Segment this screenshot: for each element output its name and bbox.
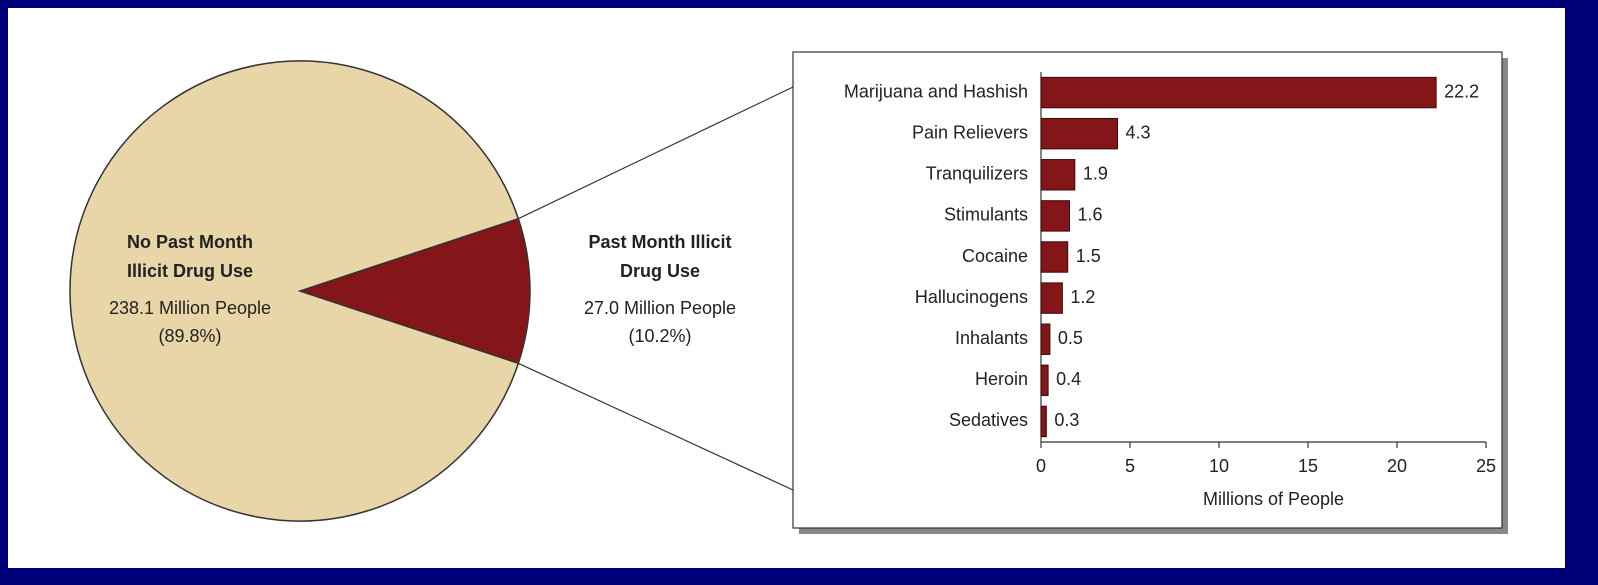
bar — [1040, 76, 1437, 109]
bar — [1040, 323, 1051, 355]
bar-box — [792, 51, 1503, 529]
y-tick-label: Heroin — [975, 369, 1028, 389]
y-tick-label: Inhalants — [955, 328, 1028, 348]
y-tick-label: Marijuana and Hashish — [844, 81, 1028, 101]
pie-slice — [297, 217, 531, 365]
bar — [1040, 117, 1119, 150]
x-tick-label: 0 — [1036, 456, 1046, 476]
y-tick-label: Stimulants — [944, 205, 1028, 225]
bar — [1040, 241, 1069, 273]
bar-value-label: 1.9 — [1083, 164, 1108, 184]
y-tick-label: Pain Relievers — [912, 122, 1028, 142]
pie-category-label: No Past Month Illicit Drug Use — [126, 232, 254, 281]
bar-value-label: 22.2 — [1444, 81, 1479, 101]
bar-value-label: 4.3 — [1126, 122, 1151, 142]
bar-value-label: 1.6 — [1077, 205, 1102, 225]
pie-value-label: 27.0 Million People — [583, 298, 737, 318]
pie-share-label: (89.8%) — [158, 326, 222, 346]
bar-value-label: 0.5 — [1058, 328, 1083, 348]
x-axis-title: Millions of People — [1203, 489, 1344, 509]
bar-value-label: 1.2 — [1070, 287, 1095, 307]
pie-share-label: (10.2%) — [628, 326, 692, 346]
pie-slice — [69, 60, 520, 522]
pie-category-label: Past Month Illicit Drug Use — [588, 232, 732, 281]
connector-line — [518, 362, 794, 491]
bar — [1040, 159, 1076, 191]
y-tick-label: Tranquilizers — [926, 164, 1028, 184]
x-tick-label: 20 — [1387, 456, 1407, 476]
x-tick-label: 25 — [1476, 456, 1496, 476]
y-tick-label: Sedatives — [949, 410, 1028, 430]
bar — [1040, 364, 1049, 397]
y-tick-label: Hallucinogens — [915, 287, 1028, 307]
y-tick-label: Cocaine — [962, 246, 1028, 266]
bar-value-label: 0.4 — [1056, 369, 1081, 389]
bar — [1040, 405, 1047, 438]
x-tick-label: 5 — [1125, 456, 1135, 476]
connector-line — [518, 86, 794, 220]
bar — [1040, 282, 1063, 314]
x-tick-label: 10 — [1209, 456, 1229, 476]
bar-value-label: 1.5 — [1076, 246, 1101, 266]
pie-value-label: 238.1 Million People — [108, 298, 272, 318]
bar-value-label: 0.3 — [1054, 410, 1079, 430]
x-tick-label: 15 — [1298, 456, 1318, 476]
bar — [1040, 200, 1070, 232]
